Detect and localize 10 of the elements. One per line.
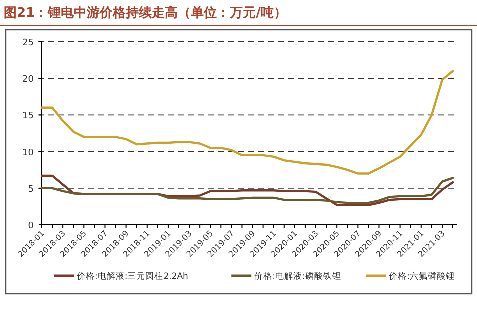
legend-label: 价格:六氟磷酸锂 (388, 271, 456, 282)
y-tick-label: 25 (22, 38, 34, 48)
y-tick-label: 15 (22, 112, 34, 122)
y-tick-label: 5 (28, 184, 34, 195)
y-tick-label: 20 (22, 75, 34, 86)
legend-label: 价格:电解液:三元圆柱2.2Ah (76, 271, 188, 282)
legend-label: 价格:电解液:磷酸铁锂 (254, 271, 342, 282)
y-tick-label: 0 (28, 222, 34, 232)
title: 图21：锂电中游价格持续走高（单位：万元/吨） (4, 6, 287, 21)
y-tick-label: 10 (22, 148, 34, 158)
